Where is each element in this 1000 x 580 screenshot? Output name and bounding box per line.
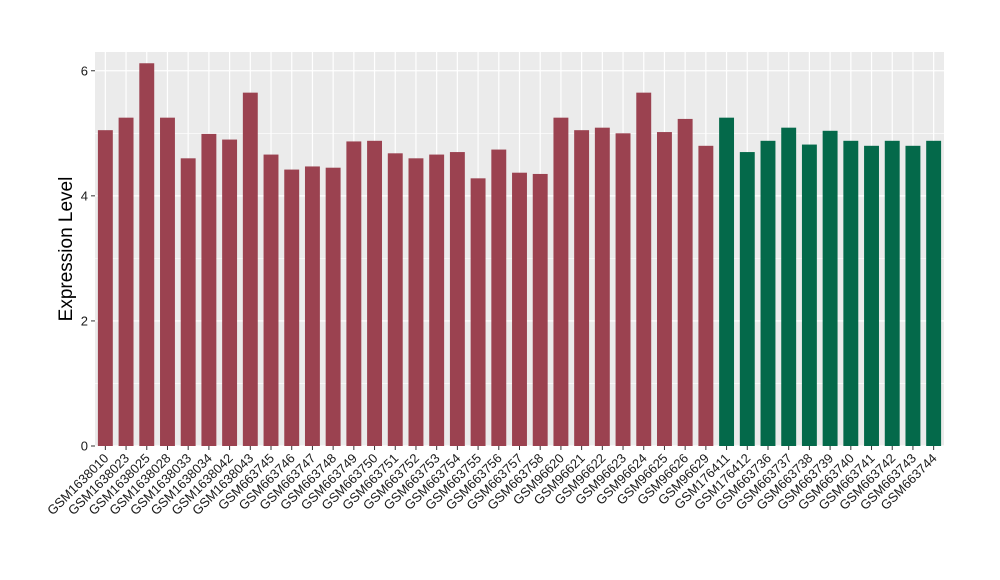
bar-GSM663752	[408, 158, 424, 447]
bar-GSM663753	[429, 154, 445, 447]
bar-GSM96625	[656, 132, 672, 447]
y-tick-label: 0	[81, 439, 88, 454]
bar-GSM663743	[905, 145, 921, 447]
bar-GSM663750	[367, 140, 383, 447]
bar-GSM176411	[719, 117, 735, 447]
bar-GSM96620	[553, 117, 569, 447]
bar-GSM663748	[325, 167, 341, 446]
bar-GSM1638033	[180, 158, 196, 447]
bars	[97, 63, 942, 447]
bar-GSM1638028	[160, 117, 175, 447]
bar-GSM663740	[843, 140, 859, 447]
bar-GSM663757	[512, 172, 527, 446]
bar-GSM663746	[284, 169, 300, 447]
bar-GSM96623	[615, 133, 631, 447]
bar-GSM663739	[822, 130, 838, 447]
y-axis-title: Expression Level	[56, 177, 77, 322]
bar-GSM663749	[346, 141, 362, 446]
bar-GSM663745	[263, 154, 279, 447]
bar-GSM1638010	[97, 130, 113, 446]
bar-GSM96626	[677, 118, 693, 447]
bar-GSM663741	[864, 145, 879, 447]
bar-GSM663744	[926, 140, 942, 447]
bar-GSM1638034	[201, 133, 217, 446]
bar-GSM663747	[304, 166, 320, 446]
bar-GSM663758	[532, 173, 548, 446]
bar-GSM663737	[781, 127, 797, 446]
bar-GSM96621	[574, 130, 590, 446]
bar-GSM663754	[449, 152, 465, 447]
bar-GSM96624	[636, 92, 652, 447]
bar-GSM1638023	[118, 117, 134, 447]
bar-GSM96629	[698, 145, 714, 447]
bar-GSM663742	[884, 140, 900, 447]
bar-GSM1638025	[139, 63, 155, 446]
y-tick-label: 2	[81, 313, 88, 328]
bar-GSM1638043	[242, 92, 258, 447]
bar-GSM663738	[801, 144, 817, 447]
bar-GSM663755	[470, 178, 486, 447]
bar-GSM663736	[760, 140, 776, 447]
bar-GSM1638042	[222, 139, 238, 447]
x-axis: GSM1638010GSM1638023GSM1638025GSM1638028…	[44, 446, 940, 518]
y-tick-label: 6	[81, 63, 88, 78]
bar-GSM663751	[387, 153, 403, 447]
bar-GSM663756	[491, 149, 507, 447]
y-axis: 0 2 4 6	[81, 63, 95, 454]
bar-GSM176412	[739, 152, 755, 447]
y-tick-label: 4	[81, 188, 88, 203]
bar-GSM96622	[594, 127, 610, 446]
